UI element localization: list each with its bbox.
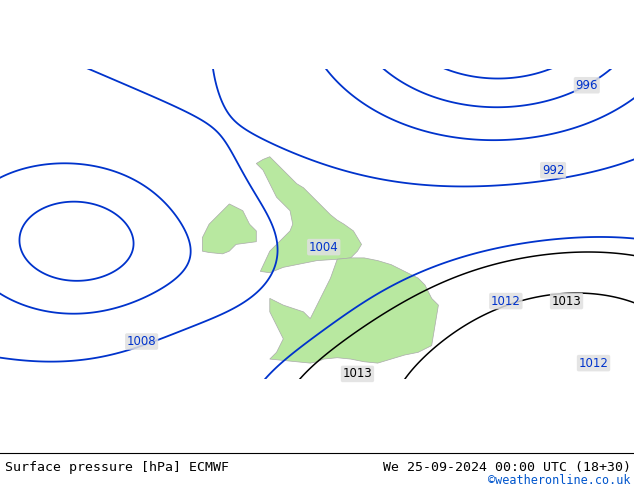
Text: Surface pressure [hPa] ECMWF: Surface pressure [hPa] ECMWF xyxy=(5,461,229,474)
Text: 1004: 1004 xyxy=(309,241,339,254)
Text: 1013: 1013 xyxy=(342,368,372,380)
Text: ©weatheronline.co.uk: ©weatheronline.co.uk xyxy=(488,474,631,487)
Polygon shape xyxy=(202,204,256,254)
Text: 1012: 1012 xyxy=(491,294,521,308)
Text: We 25-09-2024 00:00 UTC (18+30): We 25-09-2024 00:00 UTC (18+30) xyxy=(383,461,631,474)
Text: 1013: 1013 xyxy=(552,294,581,308)
Text: 1008: 1008 xyxy=(127,335,157,348)
Polygon shape xyxy=(256,157,361,273)
Text: 992: 992 xyxy=(542,164,564,177)
Polygon shape xyxy=(270,258,438,363)
Text: 996: 996 xyxy=(576,79,598,92)
Text: 1012: 1012 xyxy=(579,357,609,369)
